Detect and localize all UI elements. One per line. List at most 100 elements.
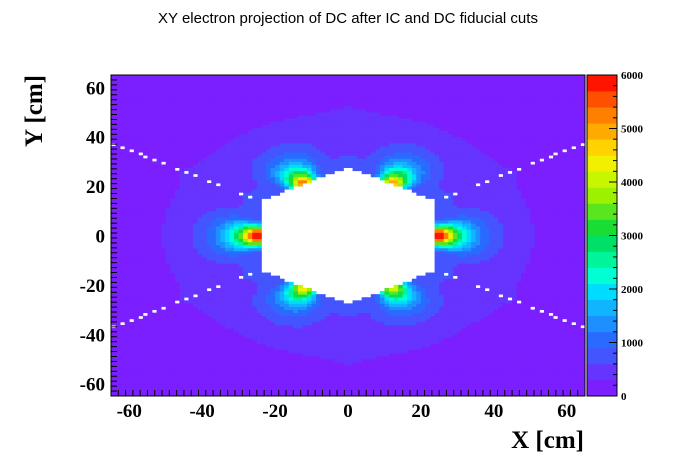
heatmap-cell — [279, 368, 285, 372]
heatmap-cell — [275, 306, 281, 310]
heatmap-cell — [174, 186, 180, 190]
heatmap-cell — [197, 93, 203, 98]
heatmap-cell — [170, 179, 176, 184]
heatmap-cell — [325, 380, 331, 385]
heatmap-cell — [224, 223, 230, 227]
heatmap-cell — [165, 130, 171, 135]
heatmap-cell — [302, 294, 308, 298]
heatmap-cell — [238, 334, 244, 338]
heatmap-cell — [252, 241, 258, 246]
heatmap-cell — [220, 192, 226, 196]
heatmap-cell — [256, 325, 262, 329]
heatmap-cell — [265, 142, 271, 147]
heatmap-cell — [329, 149, 335, 153]
heatmap-cell — [229, 167, 235, 172]
heatmap-cell — [302, 291, 308, 295]
heatmap-cell — [138, 121, 144, 125]
heatmap-cell — [124, 201, 130, 206]
heatmap-cell — [275, 328, 281, 332]
heatmap-cell — [206, 115, 212, 119]
heatmap-cell — [352, 99, 358, 104]
heatmap-cell — [311, 155, 317, 159]
heatmap-cell — [174, 127, 180, 131]
heatmap-cell — [357, 118, 363, 122]
heatmap-cell — [293, 176, 299, 181]
heatmap-cell — [133, 340, 139, 344]
heatmap-cell — [115, 115, 121, 119]
heatmap-cell — [220, 355, 226, 360]
heatmap-cell — [279, 281, 285, 286]
heatmap-cell — [202, 121, 208, 125]
heatmap-cell — [142, 284, 148, 289]
heatmap-cell — [188, 223, 194, 227]
heatmap-cell — [156, 161, 162, 165]
heatmap-cell — [206, 78, 212, 82]
heatmap-cell — [211, 105, 217, 110]
heatmap-cell — [138, 81, 144, 85]
heatmap-cell — [183, 303, 189, 307]
heatmap-cell — [329, 121, 335, 125]
heatmap-cell — [197, 127, 203, 131]
heatmap-cell — [174, 371, 180, 375]
heatmap-cell — [111, 164, 116, 168]
heatmap-cell — [138, 346, 144, 351]
heatmap-cell — [124, 161, 130, 165]
heatmap-cell — [311, 392, 317, 396]
heatmap-cell — [265, 183, 271, 187]
heatmap-cell — [234, 232, 240, 236]
heatmap-cell — [284, 294, 290, 298]
heatmap-cell — [252, 99, 258, 104]
heatmap-cell — [142, 275, 148, 280]
heatmap-cell — [156, 331, 162, 335]
heatmap-cell — [111, 380, 116, 385]
heatmap-cell — [188, 105, 194, 110]
heatmap-cell — [174, 183, 180, 187]
heatmap-cell — [348, 84, 353, 88]
heatmap-cell — [320, 377, 326, 381]
heatmap-cell — [293, 368, 299, 372]
heatmap-cell — [115, 81, 121, 85]
heatmap-cell — [334, 365, 340, 369]
heatmap-cell — [311, 161, 317, 165]
heatmap-cell — [206, 161, 212, 165]
heatmap-cell — [252, 297, 258, 301]
heatmap-cell — [156, 164, 162, 168]
heatmap-cell — [202, 284, 208, 289]
heatmap-cell — [288, 284, 294, 289]
heatmap-cell — [293, 325, 299, 329]
heatmap-cell — [229, 75, 235, 79]
heatmap-cell — [211, 238, 217, 243]
heatmap-cell — [256, 247, 262, 252]
heatmap-cell — [261, 164, 267, 168]
heatmap-cell — [270, 87, 276, 91]
heatmap-cell — [120, 130, 126, 135]
heatmap-cell — [288, 315, 294, 320]
heatmap-cell — [252, 392, 258, 396]
heatmap-cell — [211, 287, 217, 292]
heatmap-cell — [129, 260, 135, 264]
heatmap-cell — [129, 287, 135, 292]
heatmap-cell — [243, 223, 249, 227]
heatmap-cell — [234, 380, 240, 385]
heatmap-cell — [115, 78, 121, 82]
heatmap-cell — [243, 368, 249, 372]
heatmap-cell — [197, 328, 203, 332]
heatmap-cell — [302, 377, 308, 381]
heatmap-cell — [215, 96, 221, 101]
heatmap-cell — [174, 115, 180, 119]
heatmap-cell — [188, 321, 194, 326]
heatmap-cell — [124, 377, 130, 381]
heatmap-cell — [220, 235, 226, 239]
heatmap-cell — [188, 210, 194, 215]
heatmap-cell — [188, 337, 194, 341]
heatmap-cell — [174, 340, 180, 344]
heatmap-cell — [206, 139, 212, 144]
heatmap-cell — [229, 226, 235, 230]
heatmap-cell — [124, 266, 130, 270]
heatmap-cell — [133, 130, 139, 135]
heatmap-cell — [156, 192, 162, 196]
heatmap-cell — [316, 389, 322, 394]
heatmap-cell — [111, 303, 116, 307]
heatmap-cell — [174, 306, 180, 310]
heatmap-cell — [179, 192, 185, 196]
